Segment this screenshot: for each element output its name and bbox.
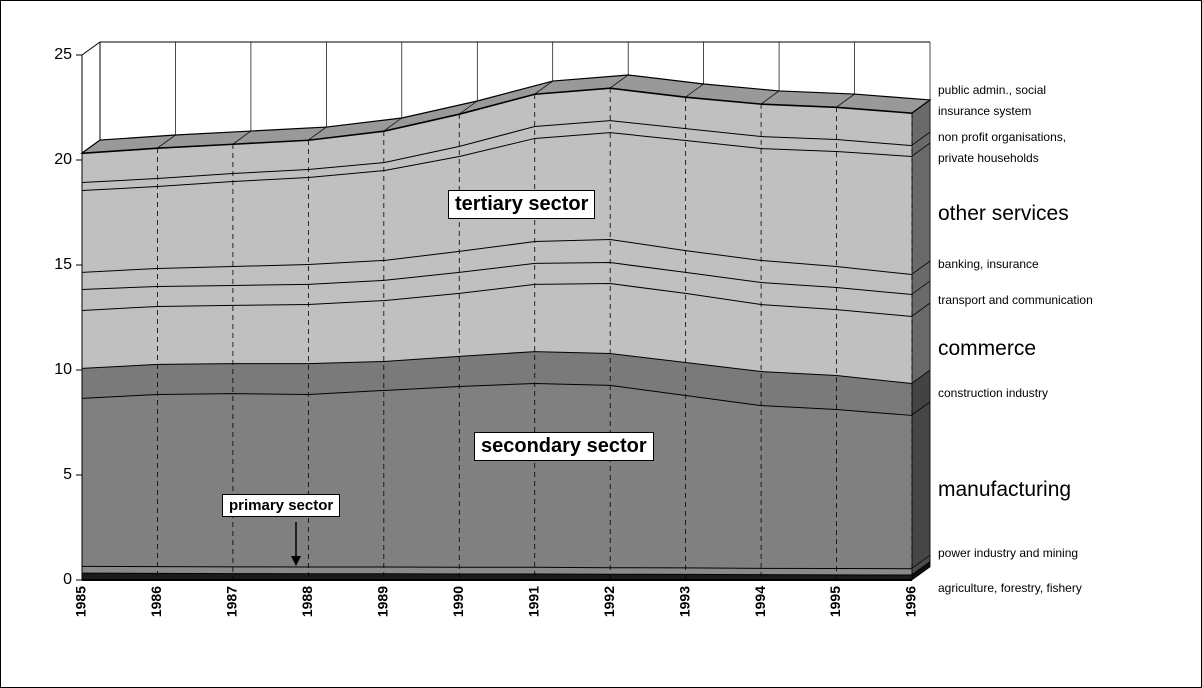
legend-label: commerce (938, 337, 1037, 360)
top-face-edge (383, 117, 403, 132)
x-tick-label: 1992 (601, 586, 617, 617)
top-face-edge (760, 90, 780, 105)
legend-label: non profit organisations, private househ… (938, 130, 1067, 165)
annotation: primary sector (222, 494, 341, 517)
area-edge (81, 350, 913, 385)
top-face-edge (911, 99, 931, 114)
x-tick-label: 1989 (375, 586, 391, 617)
area (82, 87, 912, 183)
area (82, 283, 912, 384)
area (82, 383, 912, 569)
legend-label: banking, insurance (938, 257, 1039, 271)
x-tick-label: 1991 (525, 586, 541, 617)
top-face-edge (232, 130, 252, 145)
x-tick-label: 1987 (224, 586, 240, 617)
legend-label: transport and communication (938, 293, 1093, 307)
annotation: secondary sector (474, 432, 654, 461)
area (82, 120, 912, 191)
legend-label: manufacturing (938, 478, 1072, 501)
y-tick-label: 10 (54, 361, 72, 378)
x-tick-label: 1988 (299, 586, 315, 617)
y-tick-label: 0 (63, 571, 72, 588)
area (82, 262, 912, 317)
side-face (911, 302, 931, 384)
top-face-edge (308, 126, 327, 141)
area (82, 351, 912, 415)
back-wall-edge (81, 41, 101, 56)
y-tick-label: 15 (54, 256, 72, 273)
x-tick-label: 1994 (752, 586, 768, 617)
annotation: tertiary sector (448, 190, 596, 219)
legend-label: agriculture, forestry, fishery (938, 581, 1082, 595)
y-tick-label: 20 (54, 151, 72, 168)
y-tick-label: 5 (63, 466, 72, 483)
x-tick-label: 1986 (148, 586, 164, 617)
legend-label: construction industry (938, 386, 1049, 400)
x-tick-label: 1993 (676, 586, 692, 617)
top-face-edge (836, 93, 855, 108)
top-face-edge (459, 100, 478, 115)
x-tick-label: 1990 (450, 586, 466, 617)
side-face (911, 142, 931, 275)
x-tick-label: 1996 (903, 586, 919, 617)
legend-label: other services (938, 202, 1069, 225)
x-tick-label: 1985 (73, 586, 89, 617)
top-face-edge (81, 139, 101, 154)
y-tick-label: 25 (54, 46, 72, 63)
top-face-edge (609, 74, 629, 89)
top-face-edge (157, 134, 176, 149)
x-tick-label: 1995 (827, 586, 843, 617)
side-face (911, 401, 931, 569)
legend-label: public admin., social insurance system (938, 83, 1047, 118)
top-face-edge (685, 83, 704, 98)
annotation-arrowhead (291, 556, 301, 566)
top-face-edge (534, 80, 553, 95)
legend-label: power industry and mining (938, 546, 1079, 560)
